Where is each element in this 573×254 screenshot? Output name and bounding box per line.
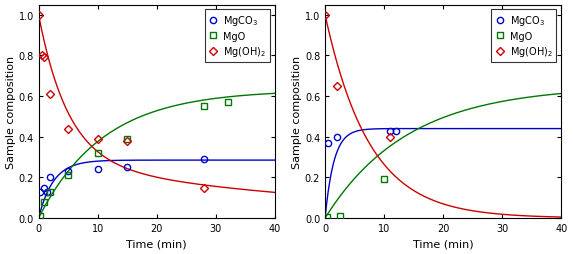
Y-axis label: Sample composition: Sample composition xyxy=(6,56,15,168)
X-axis label: Time (min): Time (min) xyxy=(413,239,473,248)
Y-axis label: Sample composition: Sample composition xyxy=(292,56,302,168)
Legend: MgCO$_3$, MgO, Mg(OH)$_2$: MgCO$_3$, MgO, Mg(OH)$_2$ xyxy=(205,10,270,63)
Legend: MgCO$_3$, MgO, Mg(OH)$_2$: MgCO$_3$, MgO, Mg(OH)$_2$ xyxy=(491,10,556,63)
X-axis label: Time (min): Time (min) xyxy=(127,239,187,248)
